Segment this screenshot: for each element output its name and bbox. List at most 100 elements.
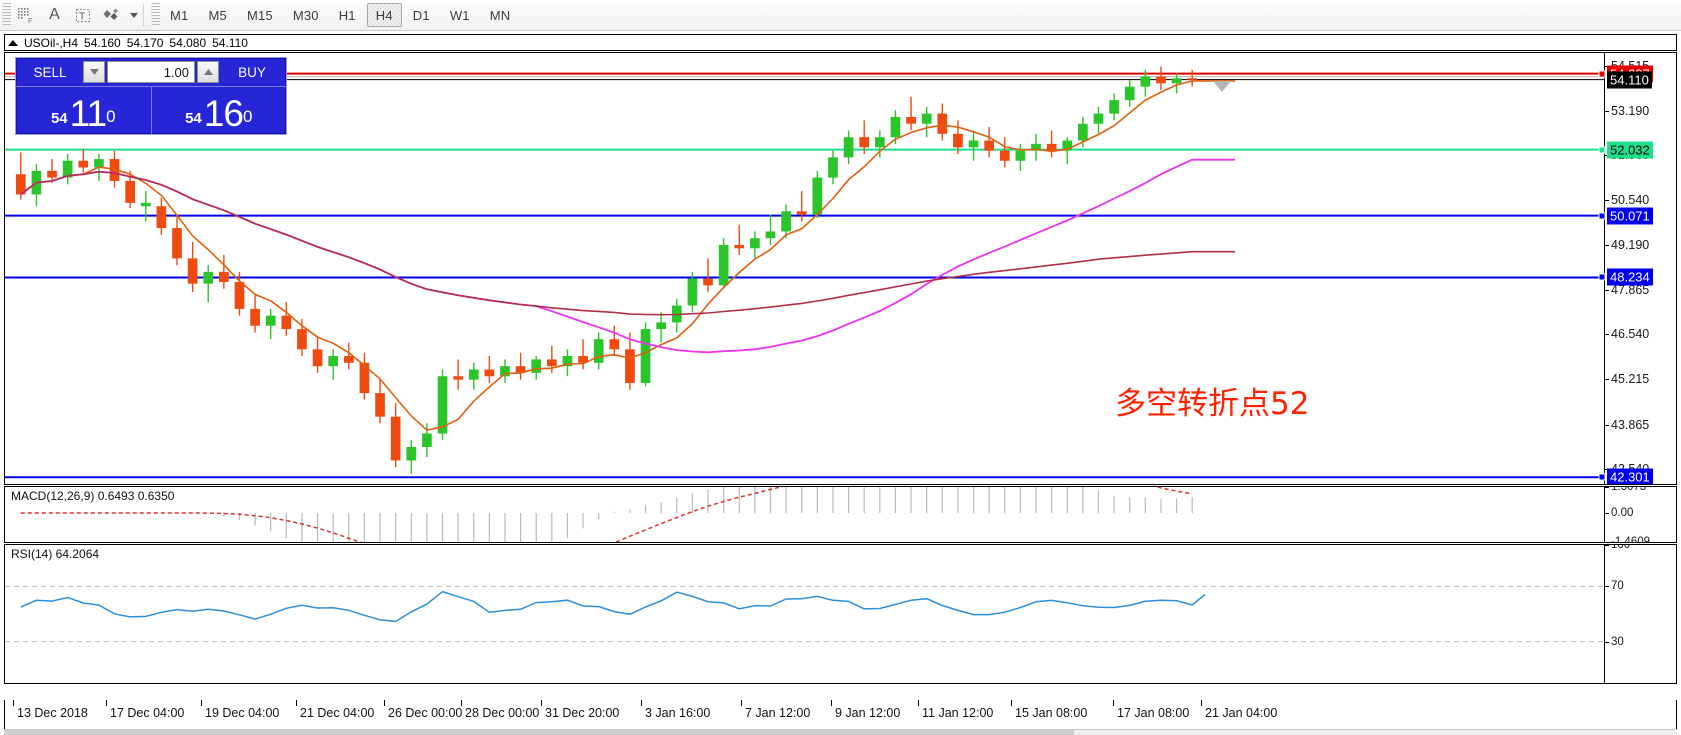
price-level-tag: 50.071 (1607, 207, 1653, 225)
macd-tick-label: -1.4609 (1611, 536, 1651, 543)
bid-price-point: 0 (106, 107, 116, 126)
price-tick-mark (1605, 424, 1609, 426)
time-tick-mark (1011, 700, 1012, 706)
time-tick-label: 17 Jan 08:00 (1117, 706, 1190, 720)
price-tick-mark (1605, 199, 1609, 201)
text-box-tool-icon[interactable]: T (70, 2, 97, 28)
buy-button[interactable]: BUY (238, 64, 266, 80)
level-line-handle[interactable] (1598, 146, 1605, 154)
volume-input[interactable]: 1.00 (107, 61, 195, 83)
time-tick-mark (296, 700, 297, 706)
rsi-svg (5, 585, 1605, 643)
timeframe-h1[interactable]: H1 (338, 7, 356, 23)
chart-annotation-text: 多空转折点52 (1115, 386, 1310, 422)
timeframe-h4[interactable]: H4 (366, 3, 402, 27)
time-tick-mark (461, 700, 462, 706)
bid-price-display[interactable]: 54 11 0 (16, 86, 151, 134)
crosshair-grid-icon[interactable]: F (12, 2, 39, 28)
price-tick-mark (1605, 379, 1609, 381)
time-axis[interactable]: 13 Dec 2018 17 Dec 04:00 19 Dec 04:00 21 De… (4, 700, 1677, 731)
collapse-triangle-icon[interactable] (8, 39, 18, 46)
level-line-handle[interactable] (1598, 473, 1605, 481)
volume-increase-button[interactable] (197, 61, 219, 83)
level-line-handle[interactable] (1598, 70, 1605, 78)
rsi-label: RSI(14) 64.2064 (11, 547, 100, 561)
ask-price-point: 0 (242, 107, 253, 126)
scrollbar-thumb[interactable] (4, 730, 1074, 735)
macd-pane[interactable]: MACD(12,26,9) 0.6493 0.6350 1.3073 0.00 -1… (4, 486, 1677, 543)
rsi-plot[interactable] (5, 545, 1605, 683)
timeframe-d1[interactable]: D1 (412, 7, 430, 23)
toolbar-grip[interactable] (2, 3, 11, 27)
time-tick-label: 9 Jan 12:00 (835, 706, 901, 720)
volume-decrease-button[interactable] (83, 61, 105, 83)
horizontal-scrollbar[interactable] (4, 729, 1677, 735)
price-tick-label: 46.540 (1611, 327, 1650, 342)
rsi-axis: 100 70 30 (1604, 545, 1676, 683)
rsi-tick-mark (1605, 641, 1609, 643)
timeframe-grip[interactable] (151, 3, 160, 27)
macd-plot[interactable] (5, 487, 1605, 542)
price-tick-label: 50.540 (1611, 192, 1650, 207)
ask-price-prefix: 54 (185, 110, 202, 127)
objects-dropdown-caret-icon[interactable] (130, 12, 138, 18)
timeframe-m15[interactable]: M15 (246, 7, 273, 23)
timeframe-mn[interactable]: MN (489, 7, 511, 23)
rsi-tick-label: 70 (1611, 580, 1624, 593)
timeframe-m30[interactable]: M30 (292, 7, 319, 23)
level-line-handle[interactable] (1598, 273, 1605, 281)
sell-button[interactable]: SELL (33, 64, 67, 80)
price-level-tag: 54.110 (1607, 71, 1652, 89)
symbol-info-bar: USOil-,H4 54.160 54.170 54.080 54.110 (4, 34, 1677, 51)
time-tick-mark (741, 700, 742, 706)
price-tick-label: 49.190 (1611, 238, 1650, 253)
time-tick-mark (106, 700, 107, 706)
timeframe-m1[interactable]: M1 (170, 7, 189, 23)
price-pane[interactable]: 54.28754.11052.03250.07148.23442.30154.5… (4, 52, 1677, 485)
rsi-tick-mark (1605, 545, 1609, 546)
chart-area[interactable]: 54.28754.11052.03250.07148.23442.30154.5… (4, 52, 1677, 732)
chart-scroll-marker-icon[interactable] (1213, 81, 1231, 92)
bid-price-main: 11 (69, 93, 107, 134)
one-click-trading-panel[interactable]: SELL 1.00 BUY 54 11 0 (15, 57, 287, 135)
macd-tick-mark (1605, 487, 1609, 488)
macd-tick-mark (1605, 542, 1609, 543)
symbol-name: USOil-,H4 (24, 35, 79, 50)
ask-price-display[interactable]: 54 16 0 (150, 86, 286, 134)
time-tick-mark (918, 700, 919, 706)
level-line-handle[interactable] (1598, 212, 1605, 220)
main-toolbar: F A T M1 M5 M15 M30 H1 H4 D1 W1 MN (0, 0, 1681, 31)
price-tick-label: 53.190 (1611, 103, 1650, 118)
timeframe-w1[interactable]: W1 (449, 7, 470, 23)
time-tick-label: 19 Dec 04:00 (205, 706, 280, 720)
time-tick-label: 15 Jan 08:00 (1015, 706, 1088, 720)
time-tick-label: 11 Jan 12:00 (922, 706, 994, 720)
time-tick-label: 13 Dec 2018 (17, 706, 88, 720)
time-tick-mark (641, 700, 642, 706)
price-plot[interactable] (5, 53, 1605, 484)
rsi-pane[interactable]: RSI(14) 64.2064 100 70 30 (4, 544, 1677, 684)
price-tick-mark (1605, 245, 1609, 247)
price-tick-label: 45.215 (1611, 372, 1650, 387)
price-tick-mark (1605, 289, 1609, 291)
time-tick-label: 28 Dec 00:00 (465, 706, 540, 720)
timeframe-m5[interactable]: M5 (208, 7, 227, 23)
rsi-tick-mark (1605, 586, 1609, 588)
text-tool-icon[interactable]: A (49, 6, 60, 23)
macd-tick-label: 0.00 (1611, 506, 1634, 519)
macd-label: MACD(12,26,9) 0.6493 0.6350 (11, 489, 175, 503)
svg-text:F: F (28, 18, 32, 24)
trade-panel-quotes: 54 11 0 54 16 0 (16, 86, 286, 134)
ohlc-low: 54.080 (169, 35, 207, 50)
macd-tick-label: 1.3073 (1611, 486, 1647, 493)
objects-tool-icon[interactable] (99, 2, 126, 28)
price-tick-label: 43.865 (1611, 417, 1650, 432)
trade-panel-top-row: SELL 1.00 BUY (16, 58, 286, 86)
price-tick-mark (1605, 334, 1609, 336)
time-tick-mark (541, 700, 542, 706)
svg-text:T: T (79, 11, 85, 22)
price-axis[interactable]: 54.28754.11052.03250.07148.23442.30154.5… (1604, 53, 1676, 484)
price-level-tag: 42.301 (1607, 468, 1653, 484)
toolbar-separator (143, 4, 144, 26)
